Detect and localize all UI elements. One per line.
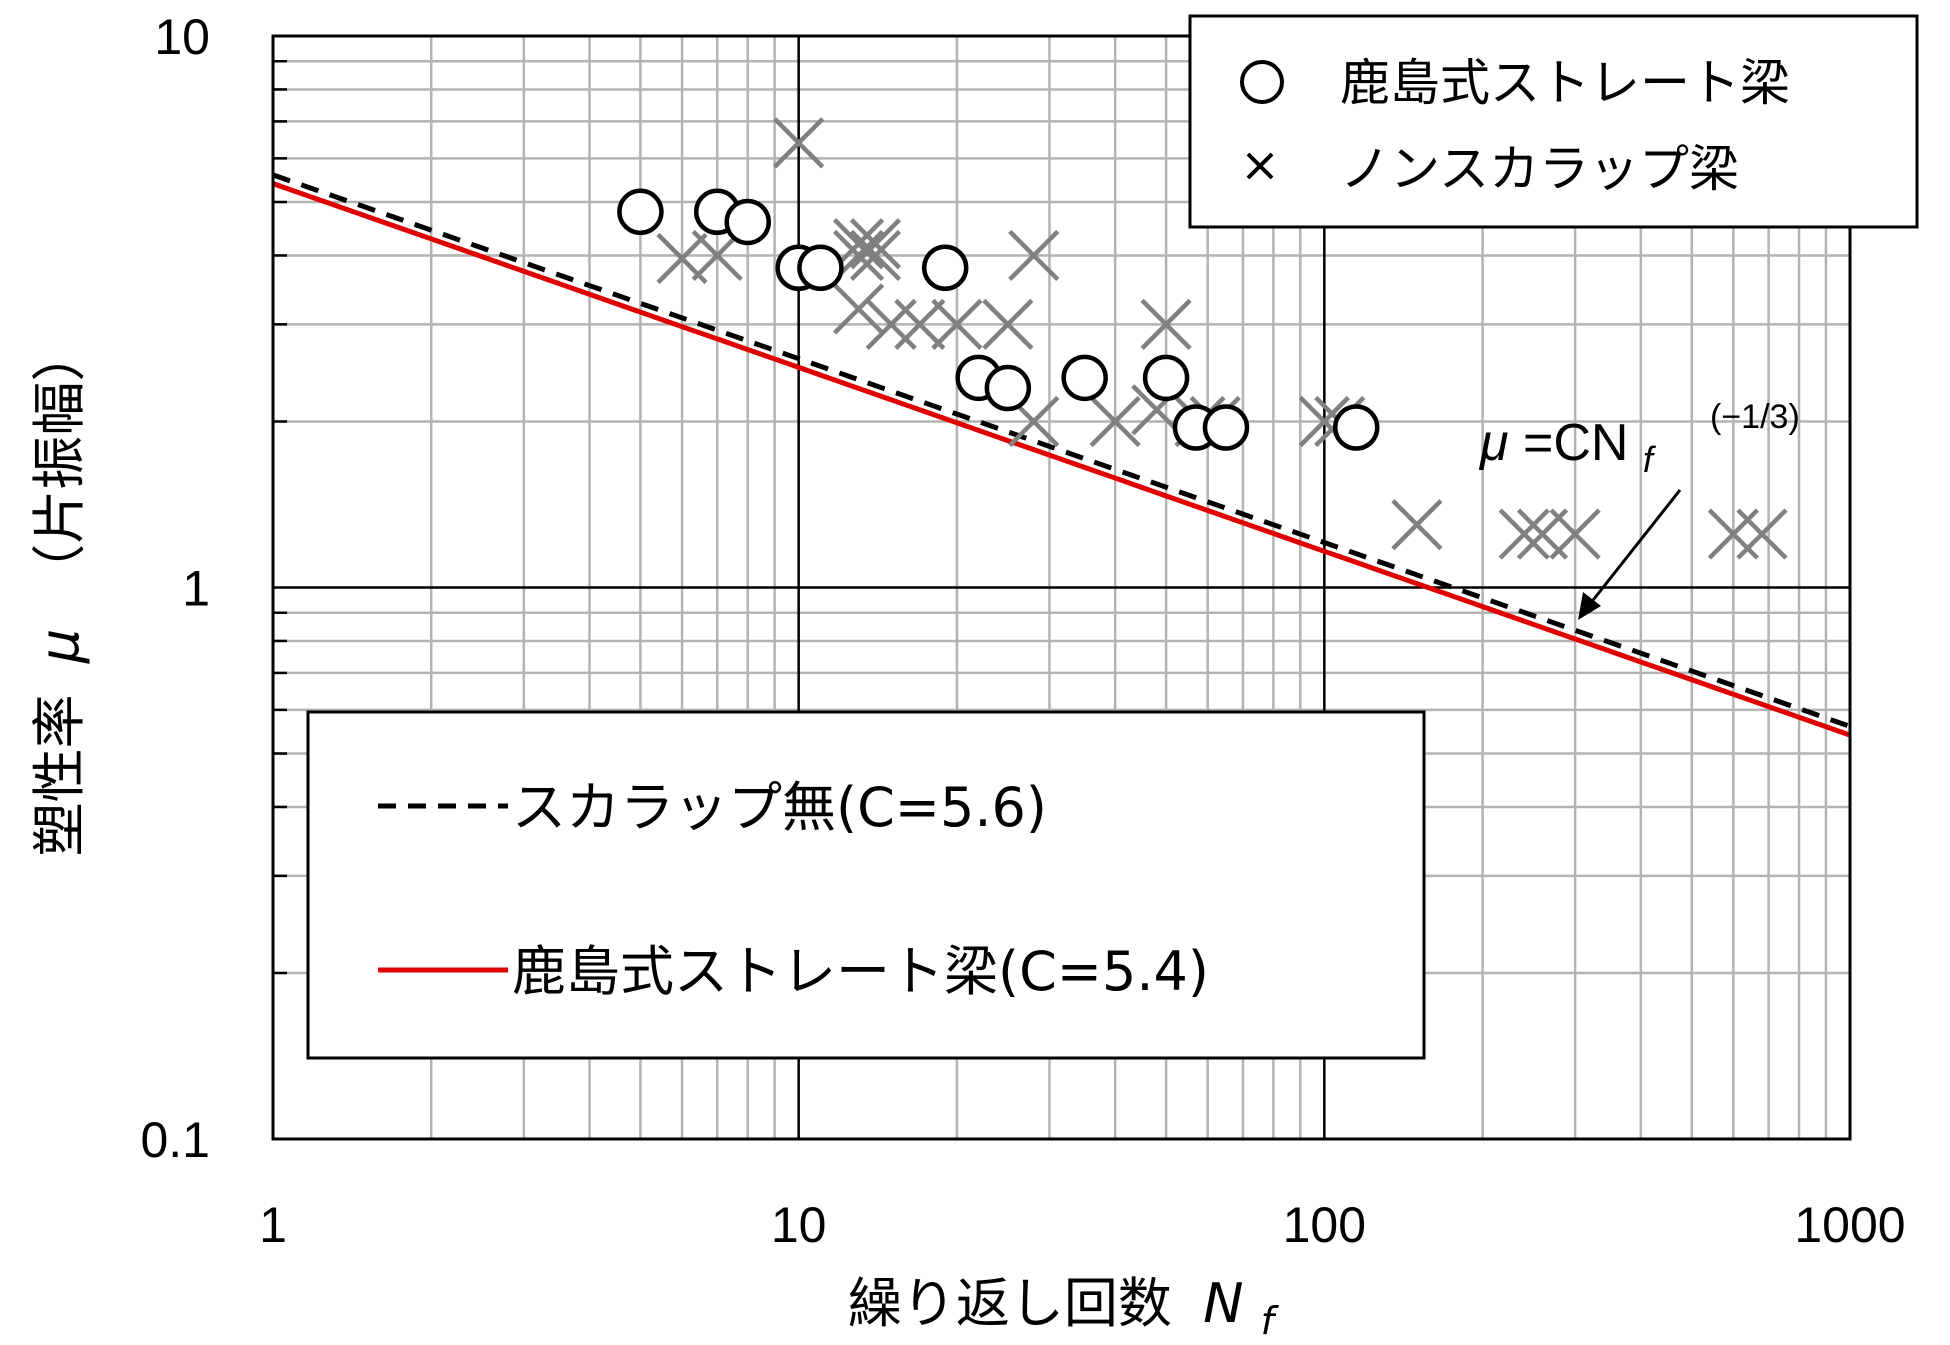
- formula-mu: μ: [1478, 414, 1509, 472]
- y-tick-labels: 0.1 1 10: [140, 9, 210, 1168]
- y-axis-title: 塑性率 μ （片振幅）: [28, 328, 91, 857]
- marker-x-point: [849, 218, 902, 270]
- marker-circle-point: [1332, 404, 1380, 451]
- line-legend-box: [306, 710, 1426, 1060]
- marker-circle-point: [1202, 404, 1250, 451]
- y-axis-title-note: （片振幅）: [28, 328, 91, 598]
- plot-area-frame: [271, 34, 1852, 1141]
- formula-eq: =CN: [1523, 414, 1628, 472]
- formula-superscript: (−1/3): [1710, 398, 1800, 436]
- line-legend: スカラップ無(C=5.6) 鹿島式ストレート梁(C=5.4): [306, 710, 1426, 1060]
- marker-x-point: [982, 298, 1034, 350]
- marker-circle-point: [921, 244, 969, 291]
- marker-x-point: [1498, 508, 1550, 560]
- fit-line-dashed: [272, 172, 1851, 729]
- formula-text: μ =CN f: [1478, 414, 1657, 480]
- marker-x-point: [1391, 499, 1443, 551]
- x-tick-labels: 1 10 100 1000: [259, 1197, 1906, 1253]
- x-axis-title-text: 繰り返し回数: [848, 1272, 1172, 1335]
- y-tick-label: 10: [154, 9, 210, 65]
- marker-legend: 鹿島式ストレート梁 ノンスカラップ梁: [1188, 14, 1919, 229]
- marker-x-point: [1707, 508, 1759, 560]
- legend-red-line-label: 鹿島式ストレート梁(C=5.4): [512, 940, 1209, 1003]
- marker-circle-point: [724, 198, 771, 246]
- marker-circle-point: [1061, 354, 1108, 402]
- y-tick-label: 1: [182, 561, 210, 617]
- x-axis-title-symbol: N: [1203, 1272, 1243, 1335]
- marker-x-point: [832, 283, 885, 335]
- y-axis-title-text: 塑性率: [28, 694, 91, 856]
- legend-x-label: ノンスカラップ梁: [1340, 140, 1739, 198]
- marker-x-point: [773, 117, 825, 169]
- fit-lines: [272, 172, 1851, 738]
- marker-x-point: [832, 218, 885, 270]
- x-axis-title: 繰り返し回数 N f: [848, 1272, 1280, 1343]
- marker-circle-point: [797, 244, 844, 291]
- annotation-arrowhead: [1578, 592, 1601, 620]
- marker-x-point: [1549, 508, 1601, 560]
- marker-x-point: [865, 298, 917, 350]
- x-tick-label: 1000: [1794, 1197, 1905, 1253]
- legend-circle-label: 鹿島式ストレート梁: [1340, 54, 1790, 112]
- annotation-arrow-line: [1588, 489, 1682, 605]
- x-tick-label: 100: [1283, 1197, 1366, 1253]
- y-axis-title-symbol: μ: [28, 629, 91, 664]
- y-tick-label: 0.1: [140, 1112, 210, 1168]
- marker-circle-point: [984, 364, 1032, 412]
- legend-x-marker: [1246, 152, 1274, 180]
- marker-x-point: [931, 298, 983, 350]
- marker-x-point: [849, 229, 902, 282]
- fit-line-red: [272, 181, 1851, 738]
- x-tick-label: 10: [771, 1197, 827, 1253]
- marker-x-point: [1089, 395, 1141, 448]
- marker-x-point: [1140, 298, 1192, 350]
- marker-x-point: [1736, 508, 1788, 560]
- marker-legend-box: [1188, 14, 1919, 229]
- marker-circle-point: [617, 188, 664, 236]
- x-tick-label: 1: [259, 1197, 287, 1253]
- marker-circle-point: [1142, 354, 1190, 402]
- marker-x-point: [894, 298, 946, 350]
- legend-circle-marker: [1240, 60, 1284, 104]
- data-markers: [617, 117, 1788, 560]
- legend-dashed-line-label: スカラップ無(C=5.6): [512, 776, 1047, 839]
- marker-x-point: [1008, 229, 1060, 282]
